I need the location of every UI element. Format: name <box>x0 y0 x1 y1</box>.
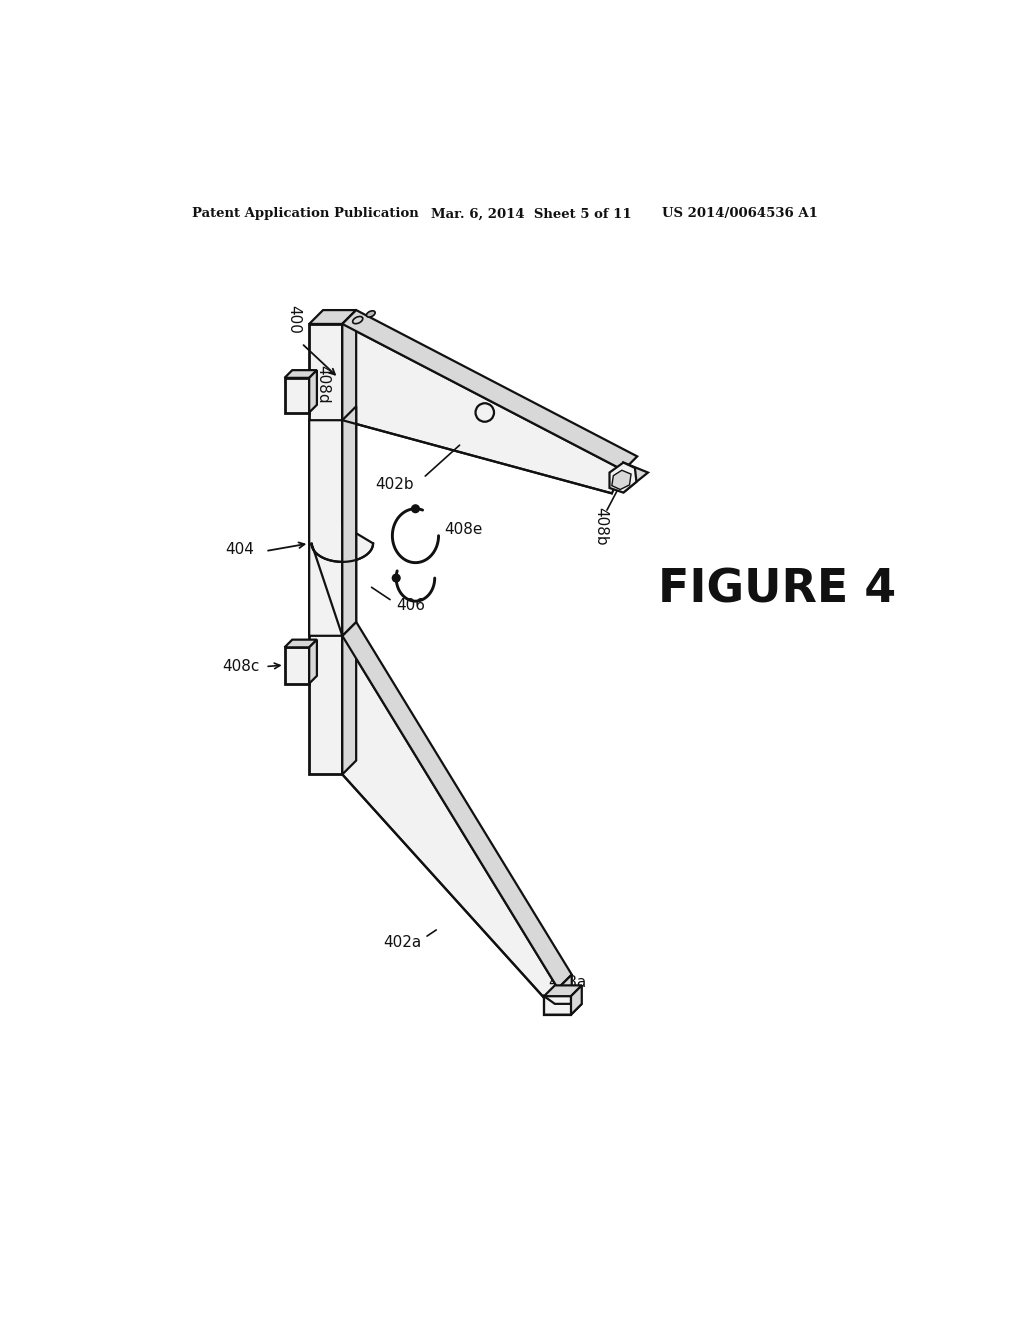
Polygon shape <box>309 370 316 412</box>
Text: FIGURE 4: FIGURE 4 <box>658 568 896 612</box>
Polygon shape <box>611 470 631 490</box>
Text: 400: 400 <box>287 305 301 334</box>
Polygon shape <box>342 310 356 775</box>
Polygon shape <box>342 622 571 989</box>
Polygon shape <box>309 310 356 323</box>
Polygon shape <box>342 323 624 494</box>
Circle shape <box>392 574 400 582</box>
Polygon shape <box>342 310 637 470</box>
Polygon shape <box>609 462 637 492</box>
Ellipse shape <box>367 310 375 317</box>
Polygon shape <box>544 997 582 1015</box>
Text: US 2014/0064536 A1: US 2014/0064536 A1 <box>662 207 818 220</box>
Text: 408e: 408e <box>444 521 483 537</box>
Text: 408c: 408c <box>222 659 260 675</box>
Ellipse shape <box>352 317 362 323</box>
Polygon shape <box>285 640 316 647</box>
Polygon shape <box>558 974 571 1014</box>
Text: 408a: 408a <box>548 974 586 990</box>
Text: Patent Application Publication: Patent Application Publication <box>193 207 419 220</box>
Polygon shape <box>342 407 356 636</box>
Text: 406: 406 <box>396 598 425 612</box>
Text: 402b: 402b <box>375 478 414 492</box>
Polygon shape <box>571 985 582 1015</box>
Text: 408d: 408d <box>315 364 331 404</box>
Polygon shape <box>309 323 342 775</box>
Polygon shape <box>342 636 558 1014</box>
Polygon shape <box>285 370 316 378</box>
Polygon shape <box>544 997 571 1015</box>
Polygon shape <box>624 462 648 492</box>
Polygon shape <box>309 640 316 684</box>
Circle shape <box>412 504 419 512</box>
Text: 408b: 408b <box>593 507 608 545</box>
Polygon shape <box>544 985 582 997</box>
Text: Mar. 6, 2014  Sheet 5 of 11: Mar. 6, 2014 Sheet 5 of 11 <box>431 207 632 220</box>
Text: 404: 404 <box>225 543 254 557</box>
Polygon shape <box>285 647 309 684</box>
Polygon shape <box>285 378 309 412</box>
Text: 402a: 402a <box>383 935 422 950</box>
Polygon shape <box>309 420 373 636</box>
